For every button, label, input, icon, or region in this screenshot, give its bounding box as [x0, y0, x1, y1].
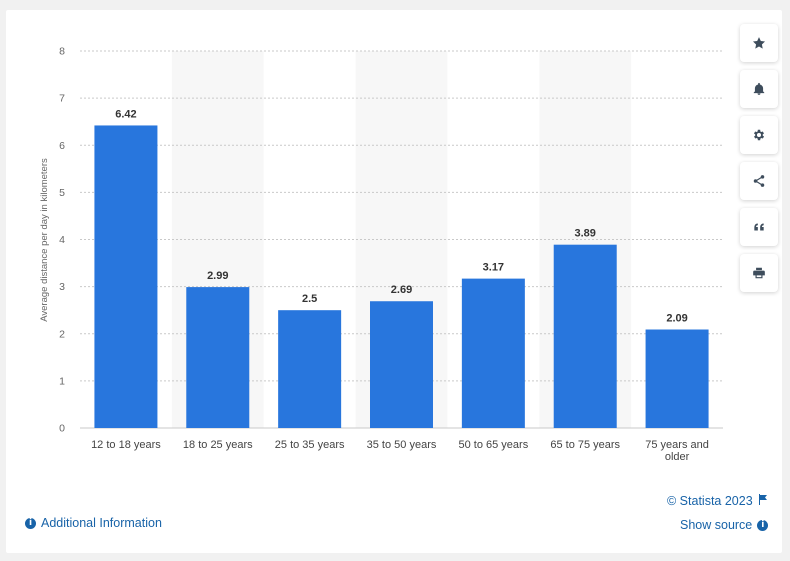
y-axis-ticks: 0 1 2 3 4 5 6 7 8 — [59, 46, 65, 435]
show-source-link[interactable]: Show source i — [680, 518, 769, 532]
flag-icon — [758, 494, 768, 508]
y-tick-label: 3 — [59, 281, 65, 293]
gear-icon — [753, 129, 765, 141]
y-tick-label: 6 — [59, 140, 65, 152]
y-tick-label: 5 — [59, 187, 65, 199]
data-label: 2.69 — [391, 284, 412, 296]
print-button[interactable] — [740, 254, 778, 292]
data-label: 3.89 — [575, 228, 596, 240]
data-label: 2.5 — [302, 293, 317, 305]
bar[interactable] — [461, 278, 525, 428]
show-source-text: Show source — [680, 518, 753, 532]
y-tick-label: 2 — [59, 328, 65, 340]
x-tick-label: 25 to 35 years — [275, 439, 345, 451]
y-tick-label: 1 — [59, 375, 65, 387]
additional-information-link[interactable]: i Additional Information — [25, 516, 162, 530]
data-label: 6.42 — [115, 108, 136, 120]
bell-icon — [753, 82, 765, 95]
info-icon: i — [25, 517, 36, 529]
data-label: 2.99 — [207, 270, 228, 282]
notification-button[interactable] — [740, 70, 778, 108]
bars — [94, 125, 709, 429]
favorite-button[interactable] — [740, 24, 778, 62]
x-tick-label: 12 to 18 years — [91, 439, 161, 451]
copyright-text: © Statista 2023 — [667, 494, 753, 508]
copyright-link[interactable]: © Statista 2023 — [667, 494, 768, 508]
x-tick-label: older — [665, 451, 690, 463]
x-tick-label: 65 to 75 years — [550, 439, 620, 451]
x-axis-labels: 12 to 18 years 18 to 25 years 25 to 35 yea… — [91, 439, 709, 463]
y-tick-label: 4 — [59, 234, 65, 246]
y-tick-label: 8 — [59, 46, 65, 58]
bar[interactable] — [645, 329, 709, 428]
info-icon: i — [757, 519, 769, 531]
y-axis-label: Average distance per day in kilometers — [39, 158, 50, 322]
share-button[interactable] — [740, 162, 778, 200]
share-icon — [753, 175, 765, 187]
bar[interactable] — [553, 244, 617, 428]
bar[interactable] — [94, 125, 158, 429]
cite-button[interactable] — [740, 208, 778, 246]
x-tick-label: 50 to 65 years — [458, 439, 528, 451]
y-tick-label: 0 — [59, 423, 65, 435]
printer-icon — [753, 267, 765, 279]
data-label: 3.17 — [483, 262, 504, 274]
quote-icon — [754, 223, 764, 231]
data-label: 2.09 — [666, 313, 687, 325]
settings-button[interactable] — [740, 116, 778, 154]
star-icon — [752, 37, 766, 49]
bar[interactable] — [278, 310, 342, 428]
x-tick-label: 75 years and — [645, 439, 709, 451]
x-tick-label: 18 to 25 years — [183, 439, 253, 451]
y-tick-label: 7 — [59, 93, 65, 105]
bar[interactable] — [186, 287, 250, 428]
x-tick-label: 35 to 50 years — [367, 439, 437, 451]
bar[interactable] — [370, 301, 433, 428]
value-labels: 6.42 2.99 2.5 2.69 3.17 3.89 2.09 — [115, 108, 688, 324]
additional-information-text: Additional Information — [41, 516, 162, 530]
